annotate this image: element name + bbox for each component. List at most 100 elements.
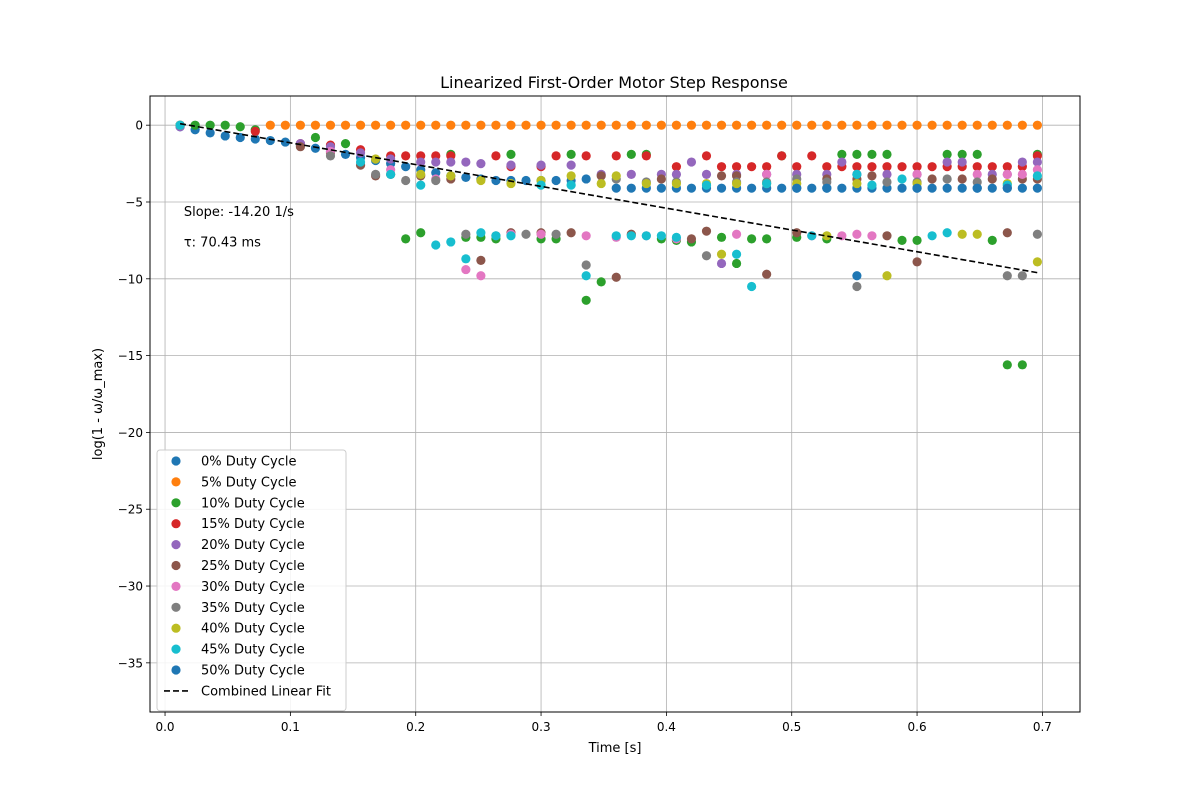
data-point <box>897 174 907 184</box>
data-point <box>957 157 967 167</box>
data-point <box>611 183 621 193</box>
y-tick-label: −20 <box>118 426 143 440</box>
data-point <box>957 229 967 239</box>
x-tick-label: 0.6 <box>908 720 927 734</box>
data-point <box>837 120 847 130</box>
data-point <box>731 258 742 269</box>
data-point <box>852 120 862 130</box>
data-point <box>1032 229 1042 239</box>
data-point <box>987 120 997 130</box>
data-point <box>792 162 802 172</box>
data-point <box>822 162 832 172</box>
data-point <box>716 258 727 269</box>
data-point <box>897 162 907 172</box>
data-point <box>837 149 847 159</box>
data-point <box>882 162 892 172</box>
data-point <box>566 171 576 181</box>
x-tick-label: 0.3 <box>532 720 551 734</box>
data-point <box>927 120 937 130</box>
legend-swatch <box>171 519 181 529</box>
data-point <box>446 157 456 167</box>
data-point <box>762 169 772 179</box>
legend-label: 50% Duty Cycle <box>201 664 305 679</box>
legend-label: 20% Duty Cycle <box>201 538 305 553</box>
data-point <box>987 162 997 172</box>
data-point <box>596 120 606 130</box>
data-point <box>987 174 997 184</box>
data-point <box>927 162 937 172</box>
data-point <box>897 235 907 245</box>
data-point <box>1017 157 1027 167</box>
data-point <box>927 183 937 193</box>
data-point <box>416 157 426 167</box>
data-point <box>611 171 621 181</box>
data-point <box>671 120 682 130</box>
y-tick-label: −30 <box>118 580 143 594</box>
data-point <box>867 171 877 181</box>
data-point <box>837 183 847 193</box>
data-point <box>265 135 275 146</box>
data-point <box>927 231 937 241</box>
data-point <box>611 231 621 241</box>
data-point <box>596 178 606 189</box>
data-point <box>747 234 757 244</box>
data-point <box>1017 271 1027 281</box>
data-point <box>882 120 892 130</box>
data-point <box>942 149 952 159</box>
data-point <box>912 162 922 172</box>
data-point <box>807 120 817 130</box>
data-point <box>310 120 321 130</box>
data-point <box>867 120 877 130</box>
data-point <box>626 183 636 193</box>
data-point <box>716 171 727 181</box>
data-point <box>295 120 306 130</box>
data-point <box>461 120 471 130</box>
y-tick-label: −35 <box>118 656 143 670</box>
data-point <box>1017 169 1027 179</box>
legend-swatch <box>171 540 181 550</box>
data-point <box>852 162 862 172</box>
data-point <box>762 234 772 244</box>
data-point <box>912 169 922 179</box>
legend-label: 0% Duty Cycle <box>201 455 296 470</box>
legend-swatch <box>171 623 181 633</box>
data-point <box>536 120 546 130</box>
data-point <box>822 120 832 130</box>
data-point <box>446 237 456 247</box>
data-point <box>671 162 682 172</box>
data-point <box>461 254 471 264</box>
data-point <box>626 120 636 130</box>
data-point <box>852 229 862 239</box>
data-point <box>882 149 892 159</box>
legend-swatch <box>171 498 181 508</box>
data-point <box>701 226 712 236</box>
x-axis-ticks: 0.0 0.1 0.2 0.3 0.4 0.5 0.6 0.7 <box>155 712 1052 734</box>
data-point <box>792 183 802 193</box>
data-point <box>551 175 561 186</box>
y-tick-label: −5 <box>125 195 143 209</box>
data-point <box>656 120 666 130</box>
data-point <box>566 160 576 170</box>
data-point <box>431 240 441 250</box>
data-point <box>656 174 666 184</box>
data-point <box>686 234 697 244</box>
data-point <box>927 174 937 184</box>
data-point <box>701 251 712 261</box>
data-point <box>431 120 441 130</box>
data-point <box>581 295 591 305</box>
data-point <box>325 120 336 130</box>
data-point <box>536 229 546 239</box>
data-point <box>912 120 922 130</box>
data-point <box>671 178 682 189</box>
data-point <box>822 183 832 193</box>
data-point <box>641 151 651 161</box>
data-point <box>716 249 727 259</box>
data-point <box>371 154 381 164</box>
data-point <box>581 231 591 241</box>
data-point <box>1017 120 1027 130</box>
data-point <box>671 169 682 179</box>
data-point <box>852 271 862 281</box>
data-point <box>747 162 757 172</box>
x-tick-label: 0.0 <box>155 720 174 734</box>
data-point <box>882 231 892 241</box>
